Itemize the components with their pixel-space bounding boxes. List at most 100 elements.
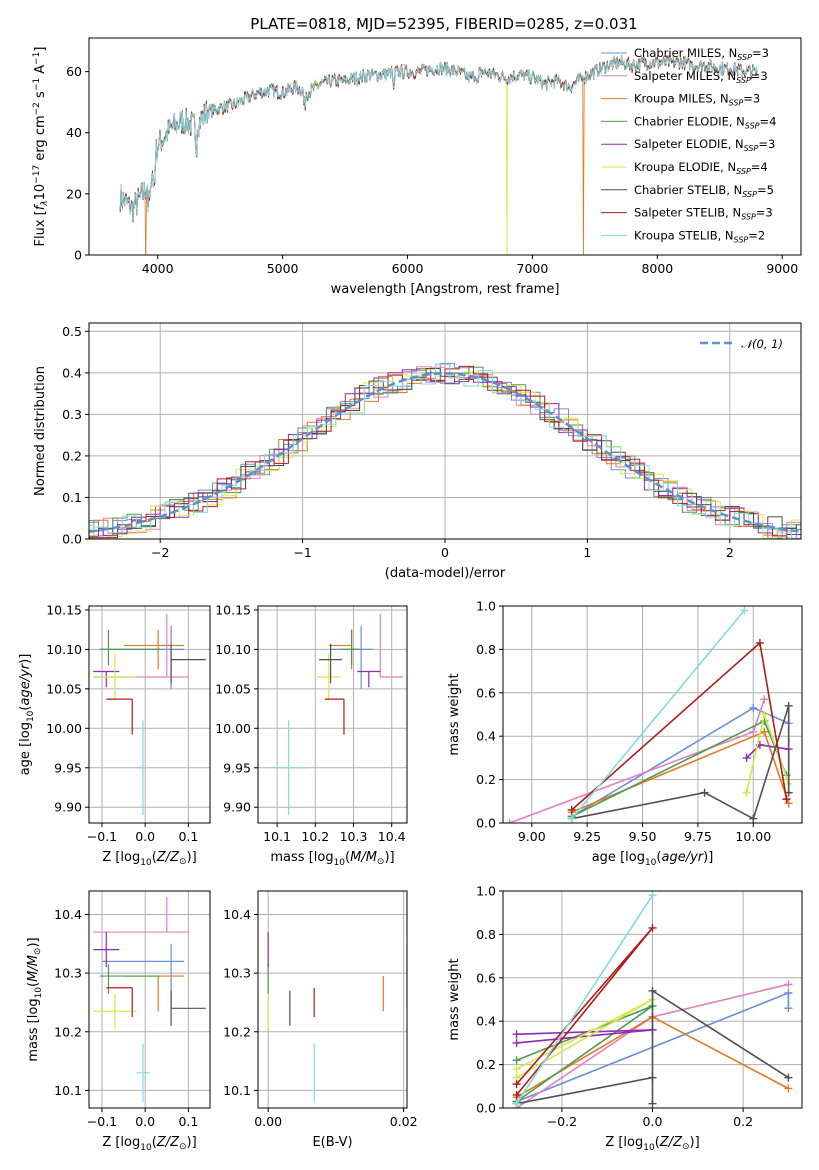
x-tick-label: 10.4 bbox=[378, 829, 406, 844]
weight-marker bbox=[512, 1038, 521, 1047]
x-tick-label: 2 bbox=[726, 545, 734, 560]
x-tick-label: 0.0 bbox=[643, 1114, 663, 1129]
y-tick-label: 10.4 bbox=[223, 907, 251, 922]
weight-vs-age-panel: 9.00 9.25 9.50 9.75 10.00 0.0 0.2 0.4 0.6 0.8 1.0 a… bbox=[447, 599, 803, 868]
x-tick-label: 6000 bbox=[392, 261, 424, 276]
weight-marker bbox=[784, 701, 793, 710]
label-part: =2 bbox=[748, 228, 765, 242]
weight-marker bbox=[784, 1084, 793, 1093]
histogram-chabrier-stelib bbox=[89, 368, 801, 537]
weight-marker bbox=[512, 1090, 521, 1099]
y-tick-label: 10.00 bbox=[215, 721, 251, 736]
y-tick-label: 0.2 bbox=[476, 1057, 496, 1072]
x-tick-label: 9.75 bbox=[684, 829, 712, 844]
legend-label: Salpeter STELIB, NSSP=3 bbox=[634, 206, 773, 222]
label-part: =3 bbox=[758, 137, 775, 151]
weight-marker bbox=[740, 606, 749, 615]
weight-marker bbox=[512, 1099, 521, 1108]
figure-title: PLATE=0818, MJD=52395, FIBERID=0285, z=0… bbox=[250, 15, 637, 33]
label-part: Chabrier STELIB, N bbox=[634, 183, 742, 197]
weight-marker bbox=[742, 753, 751, 762]
y-tick-label: 0.8 bbox=[476, 642, 496, 657]
plot-frame bbox=[88, 890, 211, 1109]
spectrum-line-kroupa-stelib bbox=[119, 54, 758, 220]
label-part: 10 bbox=[643, 1143, 655, 1153]
weight-marker bbox=[784, 980, 793, 989]
y-tick-label: 1.0 bbox=[476, 884, 496, 899]
y-axis-label: age [log10(age/yr)] bbox=[18, 654, 36, 776]
plot-frame bbox=[88, 322, 802, 540]
label-part: −1 bbox=[32, 78, 42, 91]
y-axis-label: Normed distribution bbox=[33, 366, 48, 496]
label-part: 10 bbox=[334, 858, 346, 868]
label-part: 10 bbox=[140, 858, 152, 868]
y-tick-label: 0.0 bbox=[476, 1101, 496, 1116]
weight-line-kroupa-stelib bbox=[571, 609, 746, 820]
label-part: ⊙ bbox=[179, 857, 187, 867]
x-tick-label: 9.25 bbox=[573, 829, 601, 844]
label-part: ( bbox=[18, 706, 33, 711]
y-tick-label: 0.5 bbox=[62, 324, 82, 339]
plot-frame bbox=[257, 605, 408, 824]
label-part: 10 bbox=[33, 184, 48, 201]
label-part: )] bbox=[187, 1135, 197, 1150]
y-tick-label: 0.4 bbox=[476, 1014, 496, 1029]
label-part: =5 bbox=[757, 183, 774, 197]
mass-vs-Z-panel: −0.1 0.0 0.110.110.210.310.4Z [log10(Z/Z⊙)… bbox=[26, 890, 211, 1153]
label-part: )] bbox=[187, 850, 197, 865]
legend-label: Chabrier STELIB, NSSP=5 bbox=[634, 183, 774, 199]
label-part: =3 bbox=[752, 46, 769, 60]
plot-frame bbox=[257, 890, 408, 1109]
label-part: SSP bbox=[737, 53, 752, 62]
weight-marker bbox=[749, 727, 758, 736]
weight-marker bbox=[760, 727, 769, 736]
x-axis-label: wavelength [Angstrom, rest frame] bbox=[331, 282, 560, 297]
legend-label: Salpeter MILES, NSSP=3 bbox=[634, 69, 768, 85]
weight-line-salpeter-elodie bbox=[516, 1029, 653, 1044]
weight-marker bbox=[512, 1030, 521, 1039]
x-tick-label: 0.1 bbox=[178, 829, 198, 844]
histogram-kroupa-stelib bbox=[89, 363, 801, 539]
weight-marker bbox=[760, 695, 769, 704]
y-tick-label: 10.15 bbox=[46, 602, 82, 617]
y-tick-label: 0.0 bbox=[62, 532, 82, 547]
weight-marker bbox=[749, 703, 758, 712]
label-part: [log bbox=[115, 1135, 140, 1150]
legend-label: Salpeter ELODIE, NSSP=3 bbox=[634, 137, 775, 153]
legend-label: 𝒩(0, 1) bbox=[741, 337, 783, 351]
label-part: [log bbox=[309, 850, 334, 865]
label-part: ⊙ bbox=[33, 948, 43, 956]
weight-marker bbox=[784, 1004, 793, 1013]
weight-marker bbox=[512, 1064, 521, 1073]
label-part: Kroupa STELIB, N bbox=[634, 228, 734, 242]
weight-marker bbox=[648, 1073, 657, 1082]
legend-label: Kroupa ELODIE, NSSP=4 bbox=[634, 160, 768, 176]
x-tick-label: −1 bbox=[293, 545, 311, 560]
x-tick-label: 9.00 bbox=[518, 829, 546, 844]
histogram-salpeter-stelib bbox=[89, 365, 801, 539]
label-part: Z bbox=[102, 1135, 115, 1150]
label-part: =3 bbox=[751, 69, 768, 83]
plot-frame bbox=[88, 37, 802, 256]
label-part: SSP bbox=[734, 235, 749, 244]
x-tick-label: 0.0 bbox=[135, 1114, 155, 1129]
weight-marker bbox=[784, 988, 793, 997]
weight-marker bbox=[760, 710, 769, 719]
y-tick-label: 9.95 bbox=[223, 760, 251, 775]
label-part: age/yr bbox=[18, 662, 33, 705]
label-part: SSP bbox=[736, 76, 751, 85]
x-tick-label: 8000 bbox=[641, 261, 673, 276]
label-part: A bbox=[33, 65, 48, 78]
label-part: age bbox=[18, 747, 33, 775]
y-tick-label: 10.1 bbox=[54, 1083, 82, 1098]
weight-line-chabrier-elodie bbox=[516, 1005, 653, 1103]
x-tick-label: −0.1 bbox=[87, 1114, 117, 1129]
weight-marker bbox=[784, 1073, 793, 1082]
label-part: SSP bbox=[729, 99, 744, 108]
x-tick-label: 7000 bbox=[517, 261, 549, 276]
label-part: [log bbox=[618, 1135, 643, 1150]
age-vs-mass-plot-area bbox=[269, 613, 404, 816]
x-tick-label: 4000 bbox=[142, 261, 174, 276]
histogram-kroupa-elodie bbox=[89, 369, 801, 539]
label-part: ( bbox=[152, 850, 157, 865]
